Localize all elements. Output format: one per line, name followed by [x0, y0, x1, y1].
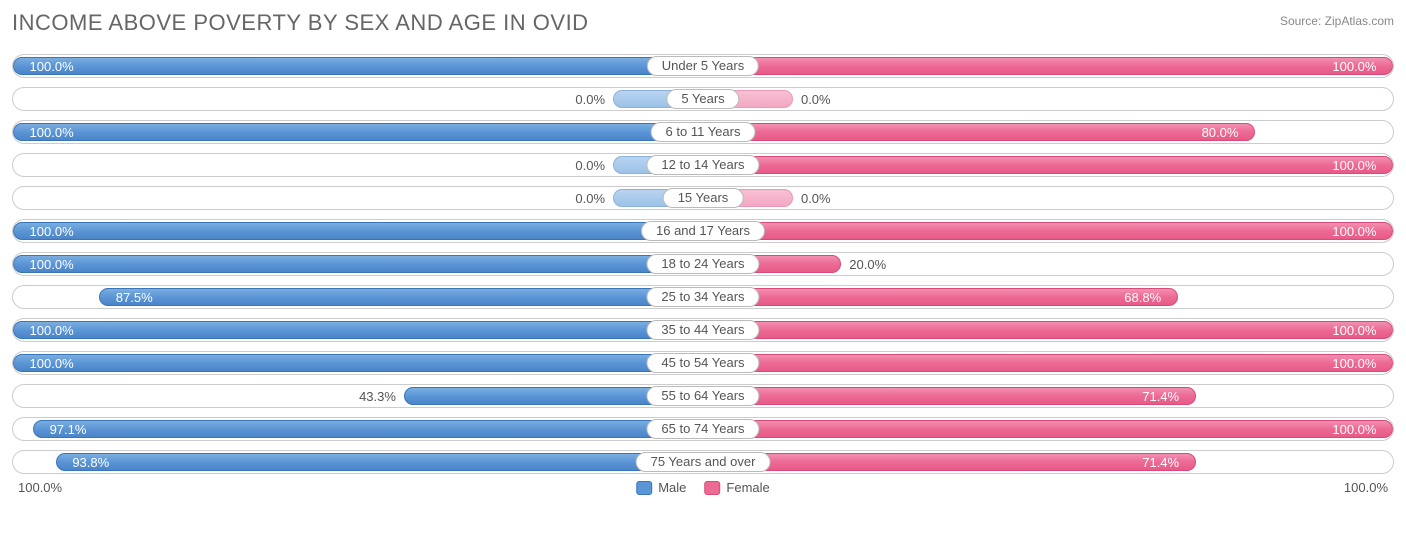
bar-male	[99, 288, 703, 306]
category-label: 12 to 14 Years	[646, 155, 759, 175]
value-label-male: 100.0%	[30, 253, 74, 277]
bar-male	[33, 420, 703, 438]
chart-row: 100.0% 100.0% 45 to 54 Years	[12, 351, 1394, 375]
value-label-male: 100.0%	[30, 352, 74, 376]
bar-female	[703, 453, 1196, 471]
value-label-male: 100.0%	[30, 121, 74, 145]
value-label-female: 100.0%	[1332, 55, 1376, 79]
value-label-female: 80.0%	[1202, 121, 1239, 145]
bar-male	[13, 222, 703, 240]
category-label: 16 and 17 Years	[641, 221, 765, 241]
category-label: 65 to 74 Years	[646, 419, 759, 439]
chart-row: 100.0% 80.0% 6 to 11 Years	[12, 120, 1394, 144]
chart-source: Source: ZipAtlas.com	[1280, 14, 1394, 28]
value-label-male: 0.0%	[575, 88, 605, 112]
category-label: 15 Years	[663, 188, 744, 208]
bar-male	[13, 57, 703, 75]
chart-row: 100.0% 100.0% Under 5 Years	[12, 54, 1394, 78]
legend-label-female: Female	[726, 480, 769, 495]
value-label-female: 0.0%	[801, 88, 831, 112]
category-label: 55 to 64 Years	[646, 386, 759, 406]
value-label-female: 100.0%	[1332, 220, 1376, 244]
chart-row: 97.1% 100.0% 65 to 74 Years	[12, 417, 1394, 441]
diverging-bar-chart: 100.0% 100.0% Under 5 Years 0.0% 0.0% 5 Years…	[12, 54, 1394, 474]
legend: Male Female	[636, 480, 770, 495]
axis-label-right: 100.0%	[1344, 480, 1388, 495]
value-label-female: 71.4%	[1142, 451, 1179, 475]
chart-title: INCOME ABOVE POVERTY BY SEX AND AGE IN O…	[12, 10, 589, 36]
category-label: Under 5 Years	[647, 56, 759, 76]
bar-female	[703, 57, 1393, 75]
category-label: 5 Years	[666, 89, 739, 109]
legend-swatch-male	[636, 481, 652, 495]
chart-row: 93.8% 71.4% 75 Years and over	[12, 450, 1394, 474]
value-label-female: 100.0%	[1332, 319, 1376, 343]
value-label-male: 97.1%	[50, 418, 87, 442]
bar-female	[703, 288, 1178, 306]
chart-row: 100.0% 20.0% 18 to 24 Years	[12, 252, 1394, 276]
chart-row: 87.5% 68.8% 25 to 34 Years	[12, 285, 1394, 309]
chart-row: 0.0% 100.0% 12 to 14 Years	[12, 153, 1394, 177]
chart-row: 43.3% 71.4% 55 to 64 Years	[12, 384, 1394, 408]
bar-female	[703, 420, 1393, 438]
category-label: 75 Years and over	[636, 452, 771, 472]
value-label-male: 0.0%	[575, 187, 605, 211]
value-label-female: 20.0%	[849, 253, 886, 277]
value-label-female: 71.4%	[1142, 385, 1179, 409]
chart-header: INCOME ABOVE POVERTY BY SEX AND AGE IN O…	[12, 10, 1394, 36]
chart-row: 0.0% 0.0% 15 Years	[12, 186, 1394, 210]
value-label-male: 43.3%	[359, 385, 396, 409]
value-label-male: 100.0%	[30, 55, 74, 79]
value-label-male: 87.5%	[116, 286, 153, 310]
bar-male	[13, 354, 703, 372]
value-label-female: 100.0%	[1332, 418, 1376, 442]
category-label: 25 to 34 Years	[646, 287, 759, 307]
bar-female	[703, 156, 1393, 174]
value-label-male: 100.0%	[30, 319, 74, 343]
value-label-female: 0.0%	[801, 187, 831, 211]
category-label: 6 to 11 Years	[651, 122, 756, 142]
legend-item-female: Female	[704, 480, 769, 495]
bar-male	[13, 123, 703, 141]
category-label: 45 to 54 Years	[646, 353, 759, 373]
axis-row: 100.0% Male Female 100.0%	[12, 480, 1394, 498]
bar-female	[703, 387, 1196, 405]
bar-female	[703, 354, 1393, 372]
legend-swatch-female	[704, 481, 720, 495]
category-label: 35 to 44 Years	[646, 320, 759, 340]
chart-row: 100.0% 100.0% 16 and 17 Years	[12, 219, 1394, 243]
value-label-female: 100.0%	[1332, 352, 1376, 376]
value-label-male: 100.0%	[30, 220, 74, 244]
bar-male	[56, 453, 703, 471]
legend-item-male: Male	[636, 480, 686, 495]
bar-male	[13, 255, 703, 273]
bar-female	[703, 222, 1393, 240]
bar-male	[13, 321, 703, 339]
bar-female	[703, 123, 1255, 141]
axis-label-left: 100.0%	[18, 480, 62, 495]
chart-row: 100.0% 100.0% 35 to 44 Years	[12, 318, 1394, 342]
value-label-female: 68.8%	[1124, 286, 1161, 310]
bar-female	[703, 321, 1393, 339]
value-label-male: 93.8%	[72, 451, 109, 475]
legend-label-male: Male	[658, 480, 686, 495]
value-label-male: 0.0%	[575, 154, 605, 178]
value-label-female: 100.0%	[1332, 154, 1376, 178]
category-label: 18 to 24 Years	[646, 254, 759, 274]
chart-row: 0.0% 0.0% 5 Years	[12, 87, 1394, 111]
